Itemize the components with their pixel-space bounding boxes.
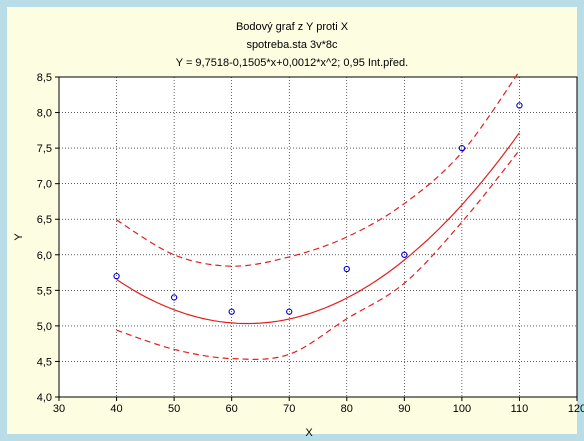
upper-prediction-band [116, 70, 520, 267]
x-tick-label: 50 [168, 403, 180, 415]
x-tick-label: 70 [283, 403, 295, 415]
x-tick-label: 80 [341, 403, 353, 415]
data-point [113, 272, 120, 280]
x-tick-label: 60 [226, 403, 238, 415]
x-tick-label: 90 [398, 403, 410, 415]
plot-area [59, 77, 577, 397]
x-tick-label: 40 [110, 403, 122, 415]
data-point [458, 144, 466, 152]
data-point [228, 308, 235, 315]
y-tick-label: 8,5 [37, 72, 52, 84]
data-point [286, 308, 293, 315]
x-tick-label: 120 [568, 403, 584, 415]
y-tick-label: 8,0 [37, 108, 52, 120]
data-point [343, 265, 350, 273]
chart-equation: Y = 9,7518-0,1505*x+0,0012*x^2; 0,95 Int… [175, 57, 409, 69]
y-axis-title: Y [13, 233, 25, 241]
chart-title: Bodový graf z Y proti X [235, 21, 349, 33]
x-axis-title: X [305, 427, 313, 439]
data-point [516, 102, 523, 109]
x-tick-label: 30 [53, 403, 65, 415]
plot-border [58, 76, 578, 398]
y-tick-label: 4,0 [37, 392, 52, 404]
x-tick-label: 100 [453, 403, 471, 415]
y-tick-label: 5,0 [37, 321, 52, 333]
y-tick-label: 5,5 [37, 285, 52, 297]
y-tick-label: 6,0 [37, 250, 52, 262]
lower-prediction-band [116, 149, 520, 360]
fit-curve [116, 132, 520, 325]
chart-subtitle: spotreba.sta 3v*8c [246, 39, 338, 51]
y-tick-label: 6,5 [37, 214, 52, 226]
y-tick-label: 4,5 [37, 356, 52, 368]
data-point [170, 294, 178, 301]
x-tick-label: 110 [511, 403, 529, 415]
y-tick-label: 7,5 [37, 143, 52, 155]
data-point [401, 251, 408, 258]
y-tick-label: 7,0 [37, 179, 52, 191]
